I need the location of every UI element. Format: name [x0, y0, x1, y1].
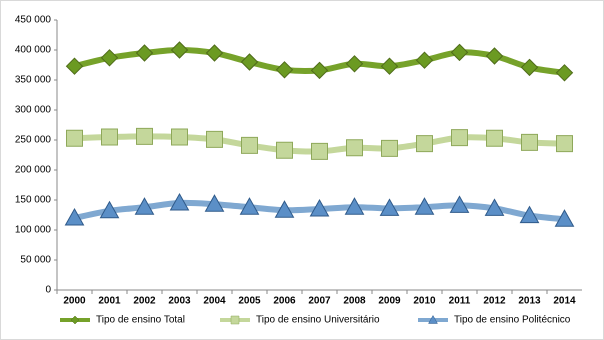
marker — [309, 198, 330, 217]
marker — [449, 195, 470, 213]
x-tick-label: 2007 — [308, 296, 331, 307]
marker — [101, 128, 118, 146]
marker — [521, 133, 538, 151]
x-tick-label: 2014 — [553, 296, 576, 307]
y-tick-label: 250 000 — [15, 135, 52, 146]
y-tick-label: 400 000 — [15, 45, 52, 56]
legend-label: Tipo de ensino Politécnico — [454, 315, 571, 326]
marker — [275, 61, 294, 79]
y-tick-label: 300 000 — [15, 105, 52, 116]
marker — [450, 43, 469, 62]
marker — [428, 314, 438, 324]
marker — [206, 130, 223, 148]
x-tick-label: 2008 — [343, 296, 366, 307]
marker — [276, 141, 293, 159]
marker — [136, 127, 153, 145]
marker — [345, 55, 364, 73]
legend-label: Tipo de ensino Universitário — [256, 315, 380, 326]
marker — [311, 142, 328, 160]
marker — [65, 57, 84, 75]
y-tick-label: 200 000 — [15, 165, 52, 176]
y-tick-label: 0 — [45, 285, 51, 296]
marker — [274, 200, 295, 218]
x-tick-label: 2005 — [238, 296, 261, 307]
marker — [239, 197, 260, 215]
marker — [415, 51, 434, 69]
marker — [66, 129, 83, 147]
x-tick-label: 2002 — [133, 296, 156, 307]
marker — [379, 198, 400, 216]
x-tick-label: 2006 — [273, 296, 296, 307]
marker — [520, 58, 539, 77]
marker — [346, 139, 363, 157]
marker — [381, 139, 398, 157]
marker — [64, 207, 85, 226]
marker — [230, 315, 240, 325]
y-tick-label: 50 000 — [20, 255, 51, 266]
marker — [171, 128, 188, 146]
marker — [486, 129, 503, 147]
marker — [100, 49, 119, 67]
x-tick-label: 2010 — [413, 296, 436, 307]
x-tick-label: 2003 — [168, 296, 191, 307]
y-tick-label: 150 000 — [15, 195, 52, 206]
legend-label: Tipo de ensino Total — [96, 315, 185, 326]
marker — [416, 135, 433, 153]
marker — [554, 209, 575, 227]
x-tick-label: 2012 — [483, 296, 506, 307]
x-tick-label: 2011 — [449, 296, 471, 307]
marker — [99, 200, 120, 219]
x-tick-label: 2000 — [63, 296, 86, 307]
y-tick-label: 100 000 — [15, 225, 52, 236]
marker — [135, 44, 154, 62]
y-tick-label: 350 000 — [15, 75, 52, 86]
marker — [170, 41, 189, 59]
marker — [380, 57, 399, 75]
marker — [556, 135, 573, 153]
marker — [205, 44, 224, 62]
marker — [134, 197, 155, 215]
marker — [414, 197, 435, 215]
marker — [169, 192, 190, 211]
x-tick-label: 2013 — [518, 296, 541, 307]
marker — [519, 205, 540, 224]
marker — [204, 194, 225, 212]
marker — [241, 136, 258, 154]
marker — [555, 64, 574, 82]
marker — [344, 197, 365, 215]
marker — [310, 61, 329, 80]
marker — [240, 53, 259, 71]
x-tick-label: 2004 — [203, 296, 226, 307]
marker — [70, 315, 80, 325]
marker — [485, 47, 504, 65]
marker — [451, 129, 468, 147]
x-tick-label: 2009 — [378, 296, 401, 307]
marker — [484, 198, 505, 216]
y-tick-label: 450 000 — [15, 15, 52, 26]
x-tick-label: 2001 — [98, 296, 121, 307]
